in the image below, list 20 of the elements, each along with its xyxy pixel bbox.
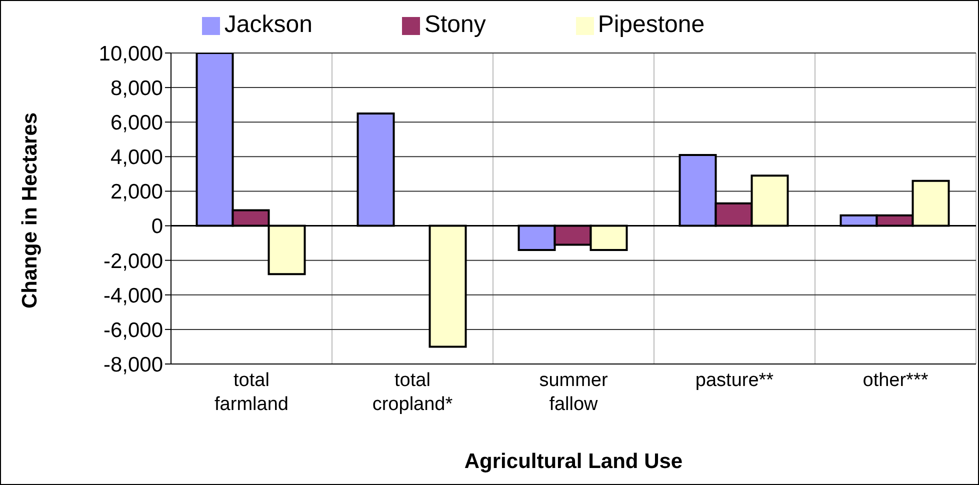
y-tick-label: 2,000 (110, 180, 163, 204)
y-tick-label: -6,000 (103, 318, 163, 342)
y-tick-label: 8,000 (110, 77, 163, 100)
x-tick-label: total farmland (214, 370, 288, 415)
x-tick-label: other*** (862, 370, 929, 391)
legend-label: Stony (424, 11, 486, 38)
x-tick-label: total cropland* (372, 370, 454, 415)
y-tick-label: 6,000 (110, 112, 163, 135)
y-tick-label: -8,000 (103, 353, 163, 376)
x-tick-label: pasture** (695, 370, 774, 391)
y-tick-label: -4,000 (103, 284, 163, 308)
y-axis-title: Change in Hectares (18, 112, 42, 308)
legend-label: Jackson (224, 11, 312, 38)
y-tick-label: 10,000 (98, 42, 163, 66)
y-tick-label: 0 (151, 215, 163, 238)
legend-label: Pipestone (598, 11, 705, 38)
x-tick-label: summer fallow (539, 370, 608, 415)
x-axis-title: Agricultural Land Use (464, 450, 683, 473)
y-tick-label: 4,000 (110, 146, 163, 170)
y-tick-label: -2,000 (103, 250, 163, 273)
